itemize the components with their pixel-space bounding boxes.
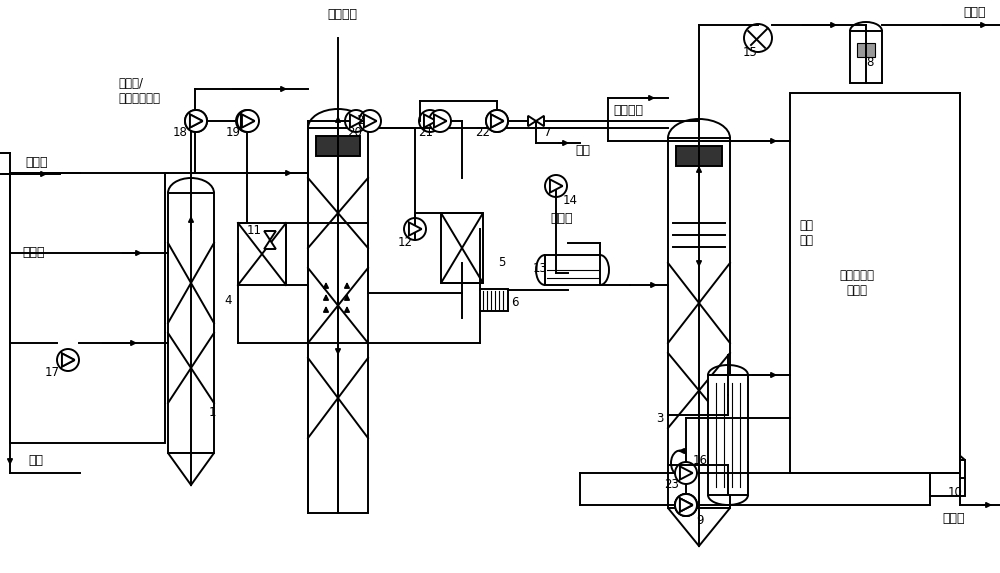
Polygon shape — [62, 354, 75, 367]
Polygon shape — [62, 354, 75, 367]
Polygon shape — [242, 115, 255, 128]
Text: 2: 2 — [356, 115, 364, 128]
Text: 8: 8 — [866, 57, 874, 69]
Circle shape — [744, 24, 772, 52]
Bar — [308, 128, 368, 513]
Polygon shape — [930, 445, 965, 460]
Circle shape — [237, 110, 259, 132]
Polygon shape — [680, 466, 693, 480]
Text: 21: 21 — [418, 127, 434, 139]
Polygon shape — [441, 248, 483, 283]
Text: 20: 20 — [348, 127, 362, 139]
Bar — [545, 255, 600, 285]
Circle shape — [675, 494, 697, 516]
Circle shape — [185, 110, 207, 132]
Text: 13: 13 — [533, 261, 547, 274]
Circle shape — [486, 110, 508, 132]
Polygon shape — [434, 115, 447, 128]
Text: 4: 4 — [224, 293, 232, 307]
Polygon shape — [424, 115, 437, 128]
Bar — [857, 43, 875, 57]
Text: 17: 17 — [44, 367, 60, 379]
Polygon shape — [528, 116, 536, 126]
Circle shape — [419, 110, 441, 132]
Polygon shape — [680, 499, 693, 512]
Polygon shape — [190, 115, 203, 128]
Circle shape — [345, 110, 367, 132]
Bar — [480, 289, 508, 311]
Circle shape — [429, 110, 451, 132]
Polygon shape — [491, 115, 504, 128]
Text: 净烟道气: 净烟道气 — [327, 9, 357, 22]
Bar — [10, 173, 165, 443]
Polygon shape — [350, 115, 363, 128]
Text: 22: 22 — [476, 127, 490, 139]
Bar — [668, 138, 730, 508]
Circle shape — [675, 462, 697, 484]
Text: 9: 9 — [696, 515, 704, 528]
Polygon shape — [930, 460, 965, 496]
Circle shape — [404, 218, 426, 240]
Text: 16: 16 — [692, 453, 708, 466]
Bar — [708, 375, 748, 495]
Text: 6: 6 — [511, 296, 519, 309]
Text: 碱液: 碱液 — [575, 144, 590, 158]
Circle shape — [675, 494, 697, 516]
Circle shape — [57, 349, 79, 371]
Text: 1: 1 — [208, 406, 216, 419]
Bar — [850, 31, 882, 83]
Text: 11: 11 — [246, 225, 262, 237]
Polygon shape — [409, 222, 422, 236]
Polygon shape — [680, 499, 693, 512]
Text: 烟道气: 烟道气 — [22, 246, 44, 260]
Circle shape — [675, 494, 697, 516]
Circle shape — [486, 110, 508, 132]
Circle shape — [236, 110, 258, 132]
Text: 5: 5 — [498, 257, 506, 269]
Text: 洗涤水: 洗涤水 — [25, 156, 48, 170]
Bar — [676, 146, 722, 166]
Polygon shape — [680, 499, 693, 512]
Circle shape — [545, 175, 567, 197]
Text: 排液: 排液 — [28, 454, 43, 468]
Polygon shape — [441, 213, 483, 248]
Text: 14: 14 — [562, 194, 578, 207]
Polygon shape — [168, 453, 214, 485]
Text: 12: 12 — [398, 237, 413, 249]
Polygon shape — [190, 115, 203, 128]
Bar — [316, 136, 360, 156]
Text: 18: 18 — [173, 127, 187, 139]
Text: 工业蒸汽－
冷凝水: 工业蒸汽－ 冷凝水 — [840, 269, 874, 297]
Text: 脱盐水: 脱盐水 — [942, 512, 965, 524]
Circle shape — [185, 110, 207, 132]
Polygon shape — [550, 179, 563, 193]
Text: 19: 19 — [226, 127, 240, 139]
Text: 7: 7 — [544, 127, 552, 139]
Circle shape — [359, 110, 381, 132]
Circle shape — [57, 349, 79, 371]
Bar — [790, 93, 960, 473]
Polygon shape — [264, 240, 276, 249]
Text: 再生气: 再生气 — [964, 6, 986, 19]
Polygon shape — [241, 115, 254, 128]
Polygon shape — [364, 115, 377, 128]
Text: 工业
蒸汽: 工业 蒸汽 — [799, 219, 813, 247]
Polygon shape — [536, 116, 544, 126]
Text: 15: 15 — [743, 46, 757, 60]
Text: 工业蒸汽: 工业蒸汽 — [613, 104, 643, 117]
Text: 脱盐水/
再生气冷凝水: 脱盐水/ 再生气冷凝水 — [118, 77, 160, 105]
Polygon shape — [491, 115, 504, 128]
Text: 冷凝水: 冷凝水 — [550, 211, 572, 225]
Bar — [168, 193, 214, 453]
Polygon shape — [668, 508, 730, 546]
Text: 3: 3 — [656, 411, 664, 425]
Bar — [238, 223, 286, 285]
Text: 23: 23 — [665, 478, 679, 492]
Text: 10: 10 — [948, 486, 962, 500]
Polygon shape — [264, 231, 276, 240]
Bar — [441, 213, 483, 283]
